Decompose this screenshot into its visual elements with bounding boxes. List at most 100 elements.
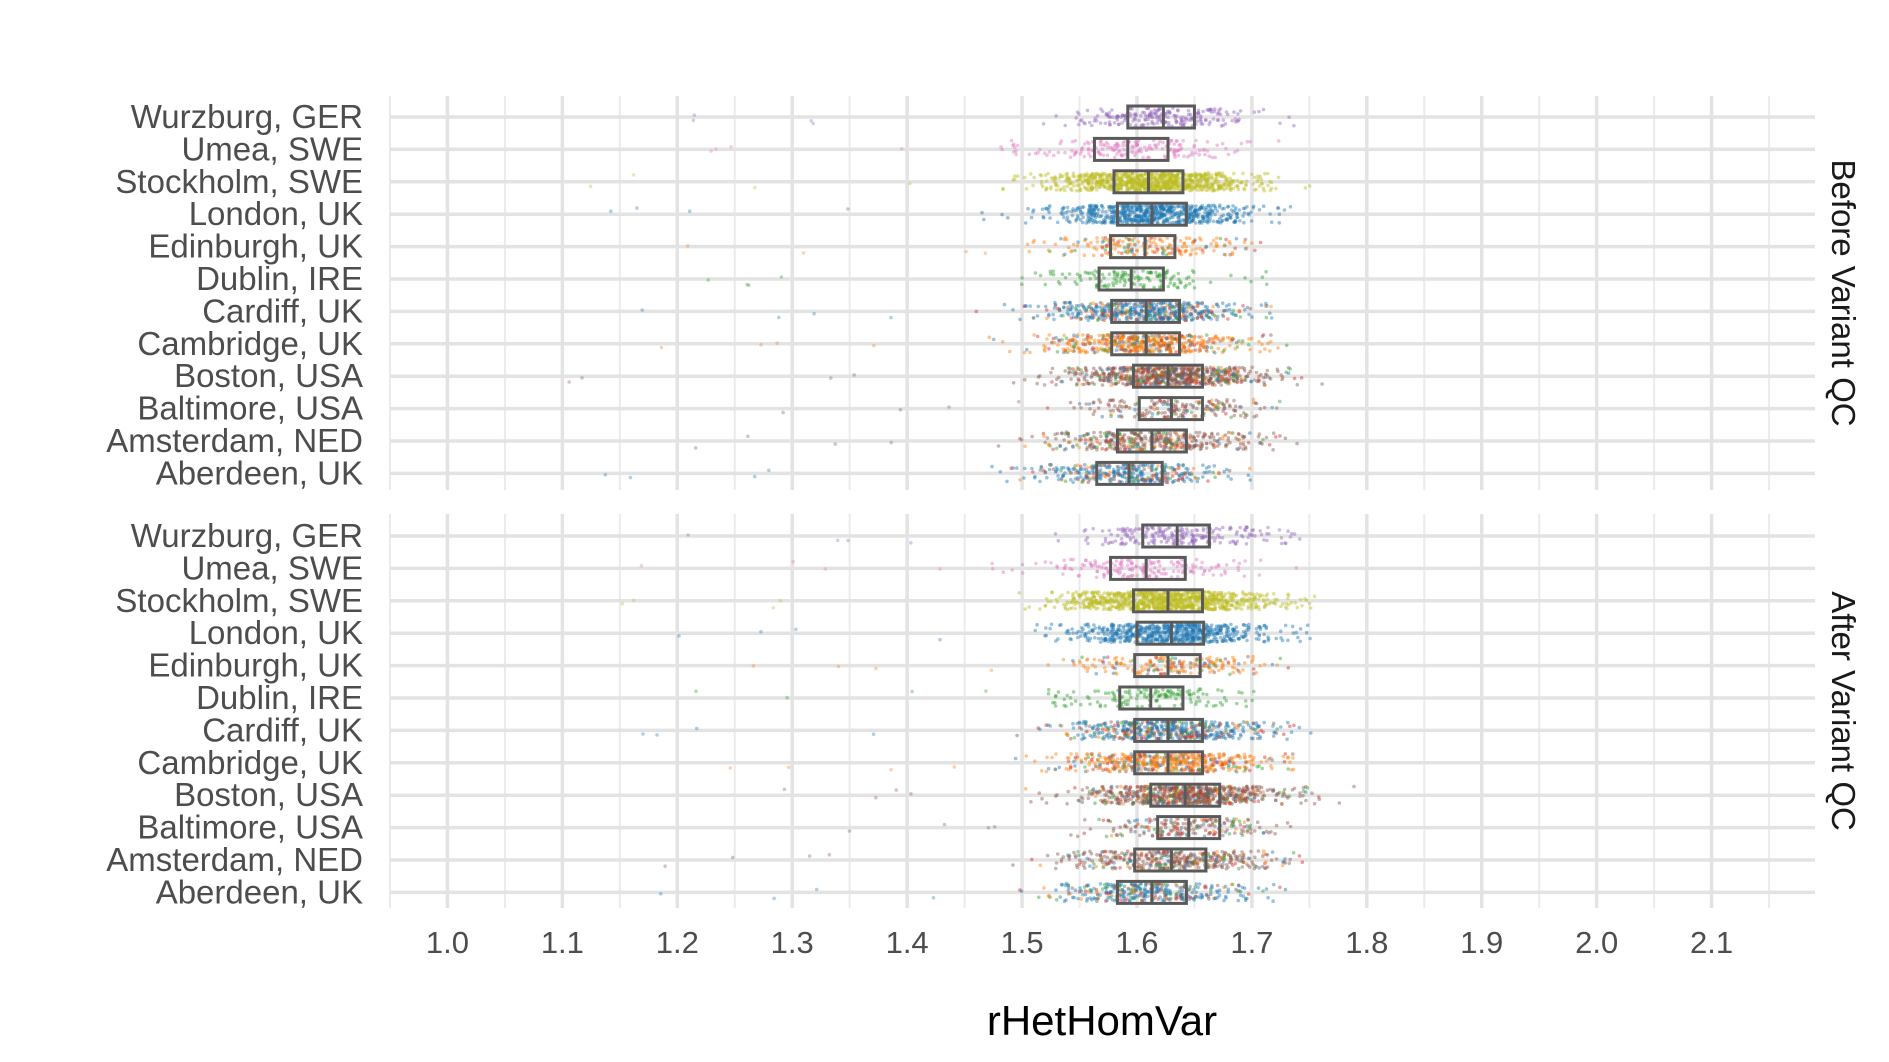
data-point bbox=[1153, 236, 1157, 241]
data-point bbox=[1109, 383, 1113, 388]
data-point bbox=[1117, 404, 1122, 408]
data-point bbox=[1006, 216, 1010, 220]
data-point bbox=[1126, 435, 1131, 440]
data-point bbox=[1195, 119, 1200, 123]
data-point bbox=[1076, 346, 1080, 351]
data-point bbox=[1183, 315, 1187, 320]
data-point bbox=[1044, 188, 1048, 192]
data-point bbox=[1276, 175, 1281, 180]
data-point bbox=[1227, 403, 1232, 408]
data-point bbox=[1251, 206, 1255, 210]
data-point bbox=[1114, 116, 1118, 120]
data-point bbox=[1162, 207, 1166, 211]
data-point bbox=[1189, 410, 1194, 415]
data-point bbox=[1174, 350, 1178, 354]
data-point bbox=[1159, 174, 1163, 178]
data-point bbox=[1284, 370, 1288, 375]
data-point bbox=[1132, 218, 1137, 222]
data-point bbox=[1110, 221, 1114, 225]
data-point bbox=[1124, 184, 1129, 188]
data-point bbox=[1084, 432, 1089, 436]
data-point bbox=[1053, 300, 1057, 305]
data-point bbox=[1164, 336, 1169, 340]
data-point bbox=[1197, 349, 1201, 354]
data-point bbox=[1110, 215, 1114, 219]
data-point bbox=[1120, 306, 1124, 310]
data-point bbox=[1078, 188, 1083, 192]
data-point bbox=[1120, 121, 1124, 125]
data-point bbox=[1096, 338, 1101, 343]
data-point bbox=[1212, 109, 1217, 114]
data-point bbox=[1209, 345, 1214, 350]
data-point bbox=[1122, 114, 1127, 118]
data-point bbox=[1083, 178, 1087, 182]
data-point bbox=[1192, 143, 1197, 148]
data-point bbox=[1267, 443, 1272, 447]
data-point bbox=[1100, 179, 1104, 183]
data-point bbox=[1125, 217, 1129, 221]
data-point bbox=[1241, 214, 1245, 218]
data-point bbox=[1121, 144, 1125, 148]
data-point bbox=[1193, 348, 1198, 352]
data-point bbox=[1047, 333, 1052, 337]
data-point bbox=[1014, 152, 1018, 157]
data-point bbox=[1185, 333, 1190, 338]
data-point bbox=[1094, 436, 1099, 441]
data-point bbox=[1211, 117, 1216, 121]
data-point bbox=[1213, 177, 1217, 182]
data-point bbox=[1233, 408, 1237, 413]
data-point bbox=[1128, 174, 1132, 179]
data-point bbox=[1053, 432, 1057, 437]
data-point bbox=[1101, 284, 1105, 288]
data-point bbox=[1227, 373, 1232, 378]
data-point bbox=[1196, 111, 1201, 116]
data-point bbox=[1119, 443, 1124, 447]
data-point bbox=[1213, 351, 1217, 355]
data-point bbox=[1115, 342, 1119, 346]
data-point bbox=[1142, 216, 1146, 220]
data-point bbox=[1204, 244, 1209, 249]
data-point bbox=[1012, 177, 1017, 182]
data-point bbox=[1107, 172, 1111, 177]
data-point bbox=[1139, 439, 1144, 444]
data-point bbox=[1190, 173, 1194, 178]
data-point bbox=[1143, 442, 1147, 446]
data-point bbox=[1111, 205, 1116, 209]
data-point bbox=[1062, 333, 1066, 338]
data-point bbox=[1069, 316, 1074, 320]
data-point bbox=[1063, 479, 1068, 484]
data-point bbox=[1134, 444, 1138, 448]
data-point bbox=[1081, 333, 1085, 337]
data-point bbox=[1086, 220, 1091, 224]
data-point bbox=[1102, 318, 1106, 323]
data-point bbox=[1200, 301, 1204, 306]
data-point bbox=[1075, 243, 1080, 248]
data-point bbox=[1115, 144, 1120, 148]
data-point bbox=[1202, 176, 1207, 181]
data-point bbox=[1256, 377, 1261, 382]
data-point bbox=[1274, 186, 1278, 191]
data-point bbox=[1223, 253, 1228, 257]
data-point bbox=[1265, 368, 1270, 373]
data-point bbox=[1205, 108, 1209, 112]
data-point bbox=[1196, 111, 1201, 115]
jitter-points bbox=[691, 106, 1296, 128]
data-point bbox=[1185, 409, 1190, 413]
data-point bbox=[1143, 208, 1148, 213]
data-point bbox=[1233, 246, 1237, 251]
data-point bbox=[1190, 150, 1194, 155]
data-point bbox=[1266, 183, 1270, 188]
data-point bbox=[1257, 109, 1261, 114]
data-point bbox=[1075, 110, 1080, 114]
data-point bbox=[1166, 343, 1171, 348]
data-point bbox=[1264, 435, 1269, 440]
data-point bbox=[1259, 303, 1264, 307]
data-point bbox=[1227, 239, 1232, 244]
data-point bbox=[1176, 148, 1181, 152]
data-point bbox=[1178, 281, 1182, 285]
data-point bbox=[1134, 113, 1138, 118]
data-point bbox=[1078, 309, 1082, 313]
data-point bbox=[1013, 145, 1017, 150]
data-point bbox=[1083, 186, 1088, 191]
